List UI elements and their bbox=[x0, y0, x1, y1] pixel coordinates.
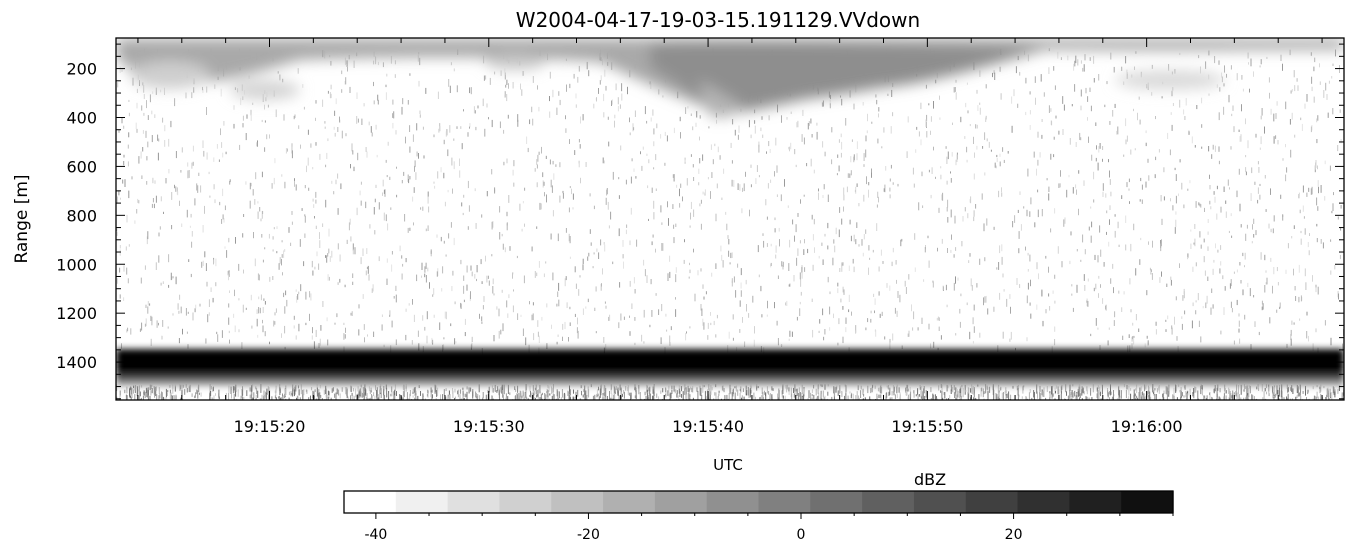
x-axis-label: UTC bbox=[713, 456, 743, 474]
x-tick-label: 19:15:20 bbox=[234, 417, 306, 436]
colorbar-swatch bbox=[654, 491, 708, 513]
cloud-layer bbox=[116, 38, 1344, 118]
x-tick-label: 19:15:50 bbox=[891, 417, 963, 436]
y-tick-label: 1000 bbox=[56, 255, 97, 274]
colorbar-swatch bbox=[1121, 491, 1174, 513]
y-tick-label: 1200 bbox=[56, 304, 97, 323]
x-axis: 19:15:20 19:15:30 19:15:40 19:15:50 19:16:00 bbox=[137, 38, 1323, 436]
colorbar-tick-label: -40 bbox=[364, 527, 387, 543]
colorbar-tick-label: 0 bbox=[797, 527, 806, 543]
colorbar-swatch bbox=[603, 491, 656, 513]
colorbar-swatch bbox=[551, 491, 604, 513]
colorbar-swatch bbox=[1069, 491, 1122, 513]
chart-title: W2004-04-17-19-03-15.191129.VVdown bbox=[516, 8, 920, 32]
x-tick-label: 19:16:00 bbox=[1111, 417, 1183, 436]
colorbar-tick-label: -20 bbox=[577, 527, 600, 543]
y-tick-label: 800 bbox=[66, 206, 97, 225]
colorbar-swatch bbox=[1017, 491, 1070, 513]
colorbar-frame bbox=[343, 490, 1174, 514]
colorbar-label: dBZ bbox=[914, 470, 946, 489]
y-tick-label: 600 bbox=[66, 157, 97, 176]
colorbar-swatch bbox=[706, 491, 760, 513]
y-tick-label: 400 bbox=[66, 108, 97, 127]
colorbar-swatch bbox=[499, 491, 552, 513]
colorbar-tick-label: 20 bbox=[1005, 527, 1023, 543]
x-tick-label: 19:15:30 bbox=[453, 417, 525, 436]
below-band-echo bbox=[116, 384, 1344, 400]
heatmap-area bbox=[116, 38, 1344, 400]
plot-frame bbox=[115, 37, 1345, 401]
x-tick-label: 19:15:40 bbox=[672, 417, 744, 436]
colorbar-swatch bbox=[913, 491, 967, 513]
colorbar-swatch bbox=[344, 491, 397, 513]
y-tick-label: 1400 bbox=[56, 353, 97, 372]
colorbar-swatch bbox=[810, 491, 863, 513]
colorbar: -40 -20 0 20 bbox=[343, 490, 1174, 543]
colorbar-swatch bbox=[965, 491, 1019, 513]
y-axis: 200 400 600 800 1000 1200 1400 bbox=[56, 43, 1344, 400]
y-axis-label: Range [m] bbox=[12, 174, 32, 263]
colorbar-swatch bbox=[395, 491, 449, 513]
colorbar-swatch bbox=[758, 491, 811, 513]
strong-band bbox=[116, 349, 1344, 386]
colorbar-swatch bbox=[862, 491, 915, 513]
colorbar-swatch bbox=[447, 491, 501, 513]
y-tick-label: 200 bbox=[66, 60, 97, 79]
